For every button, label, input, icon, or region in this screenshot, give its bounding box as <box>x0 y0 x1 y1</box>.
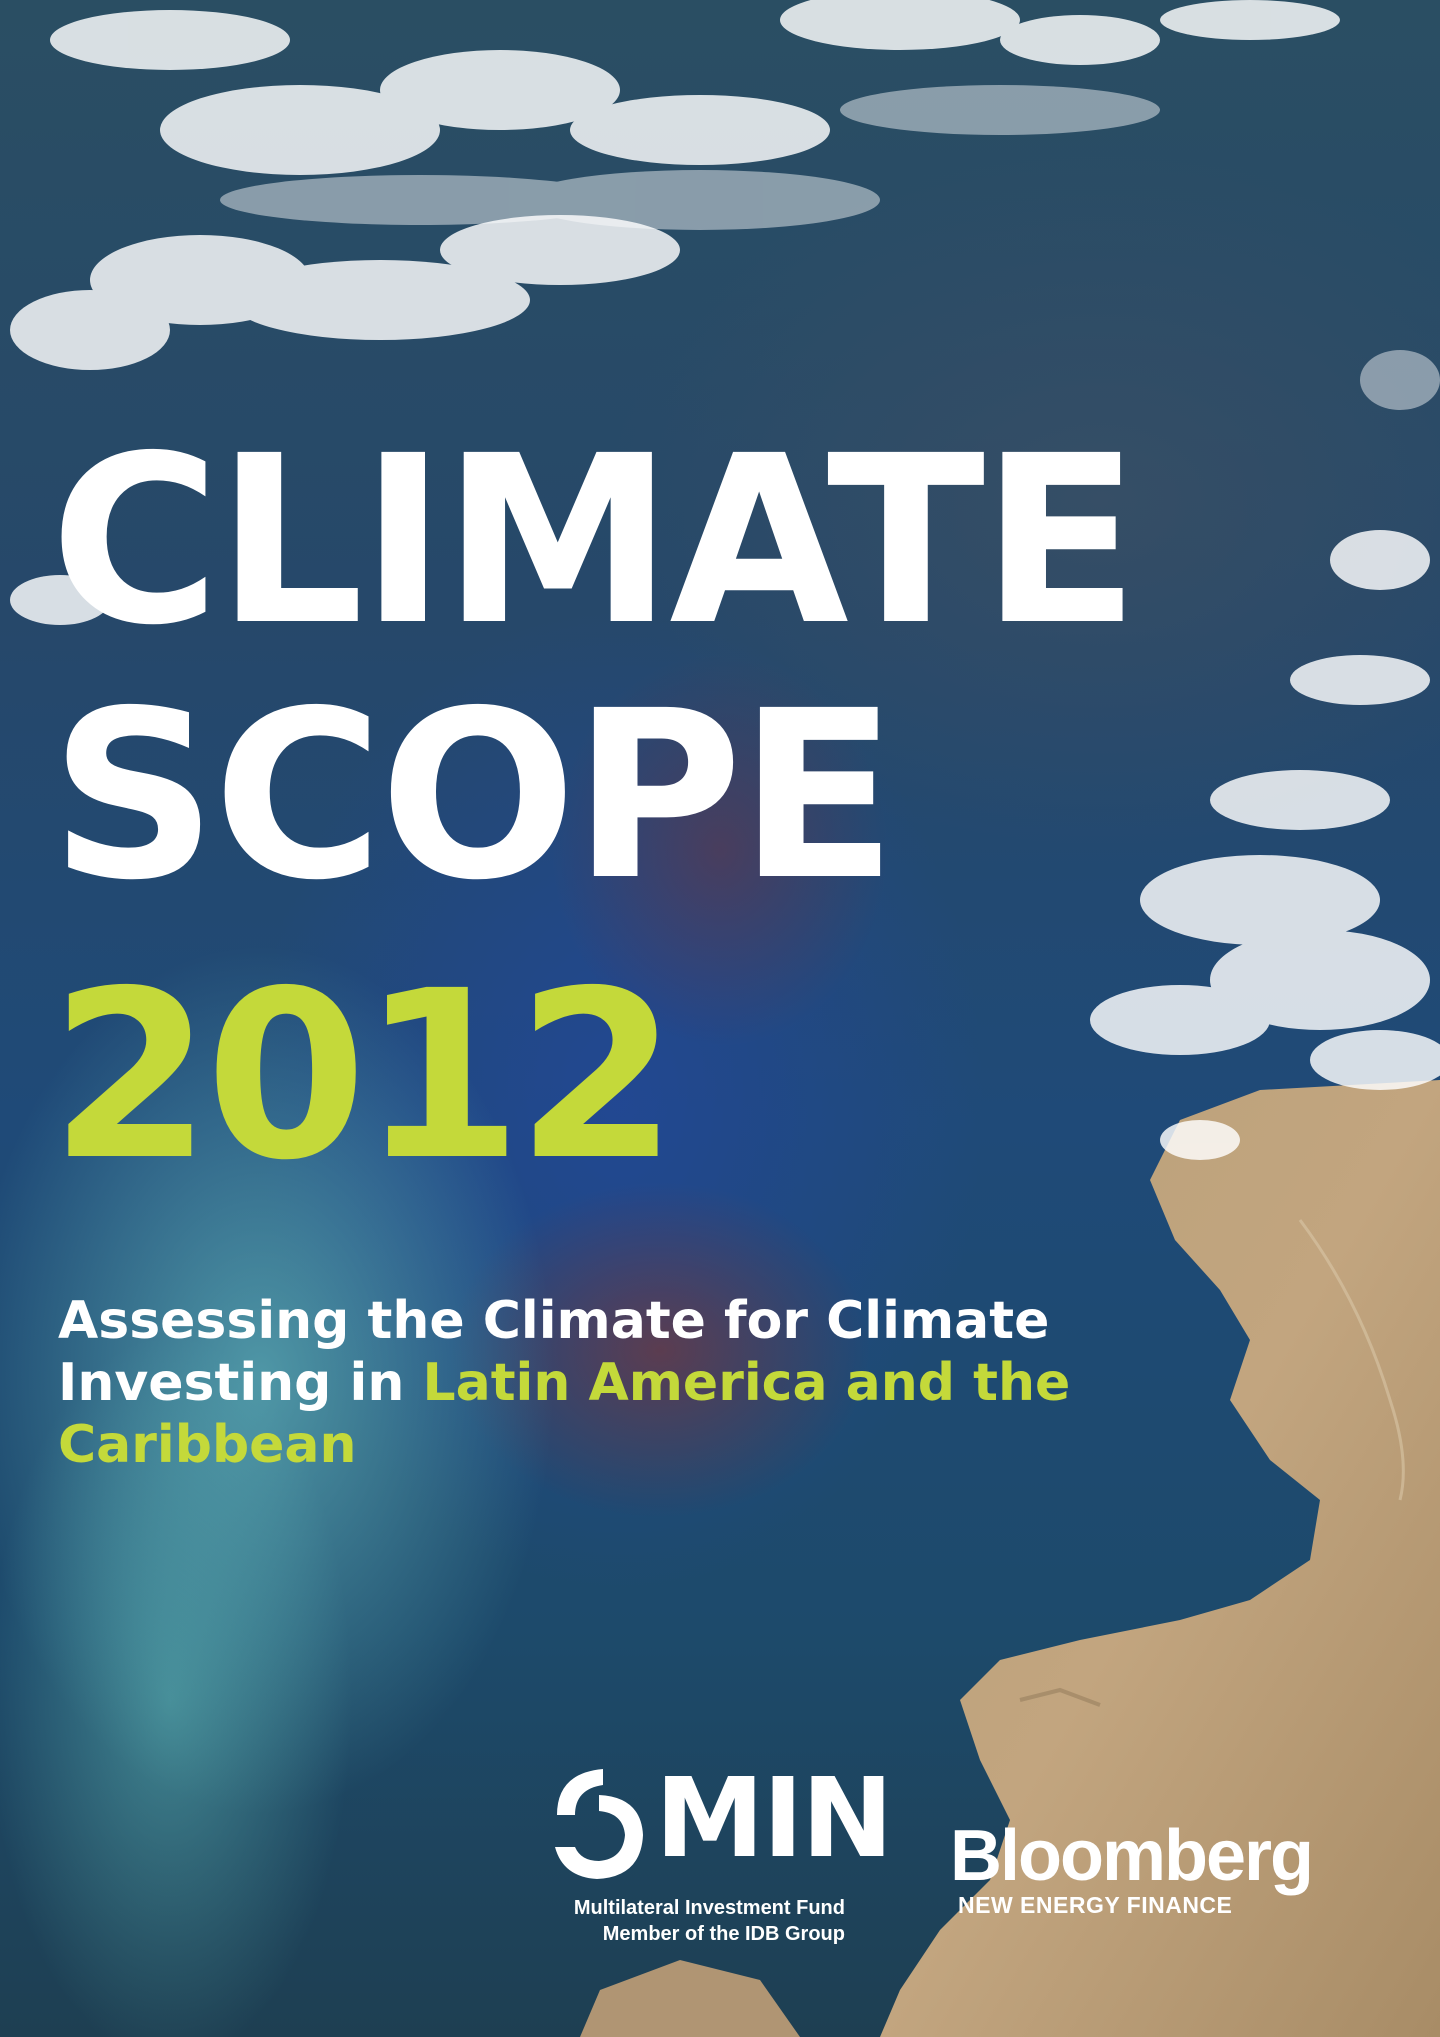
report-year: 2012 <box>50 941 678 1211</box>
bloomberg-name: Bloomberg <box>950 1816 1314 1896</box>
omin-logo-icon <box>555 1769 643 1879</box>
subtitle-text: Assessing the Climate for Climate Invest… <box>58 1291 1050 1413</box>
omin-subtitle-line-1: Multilateral Investment Fund <box>573 1897 845 1919</box>
bloomberg-subtitle: NEW ENERGY FINANCE <box>958 1892 1233 1918</box>
omin-logo: MIN Multilateral Investment Fund Member … <box>545 1755 893 1945</box>
omin-subtitle-line-2: Member of the IDB Group <box>602 1923 845 1945</box>
subtitle-highlight: Latin America and the Caribbean <box>58 1353 1071 1475</box>
title-line-1: CLIMATE <box>50 406 1140 676</box>
omin-name: MIN <box>655 1754 893 1882</box>
bloomberg-logo: Bloomberg NEW ENERGY FINANCE <box>950 1820 1330 1917</box>
cover-subtitle: Assessing the Climate for Climate Invest… <box>58 1290 1138 1476</box>
title-line-2: SCOPE <box>50 661 897 931</box>
